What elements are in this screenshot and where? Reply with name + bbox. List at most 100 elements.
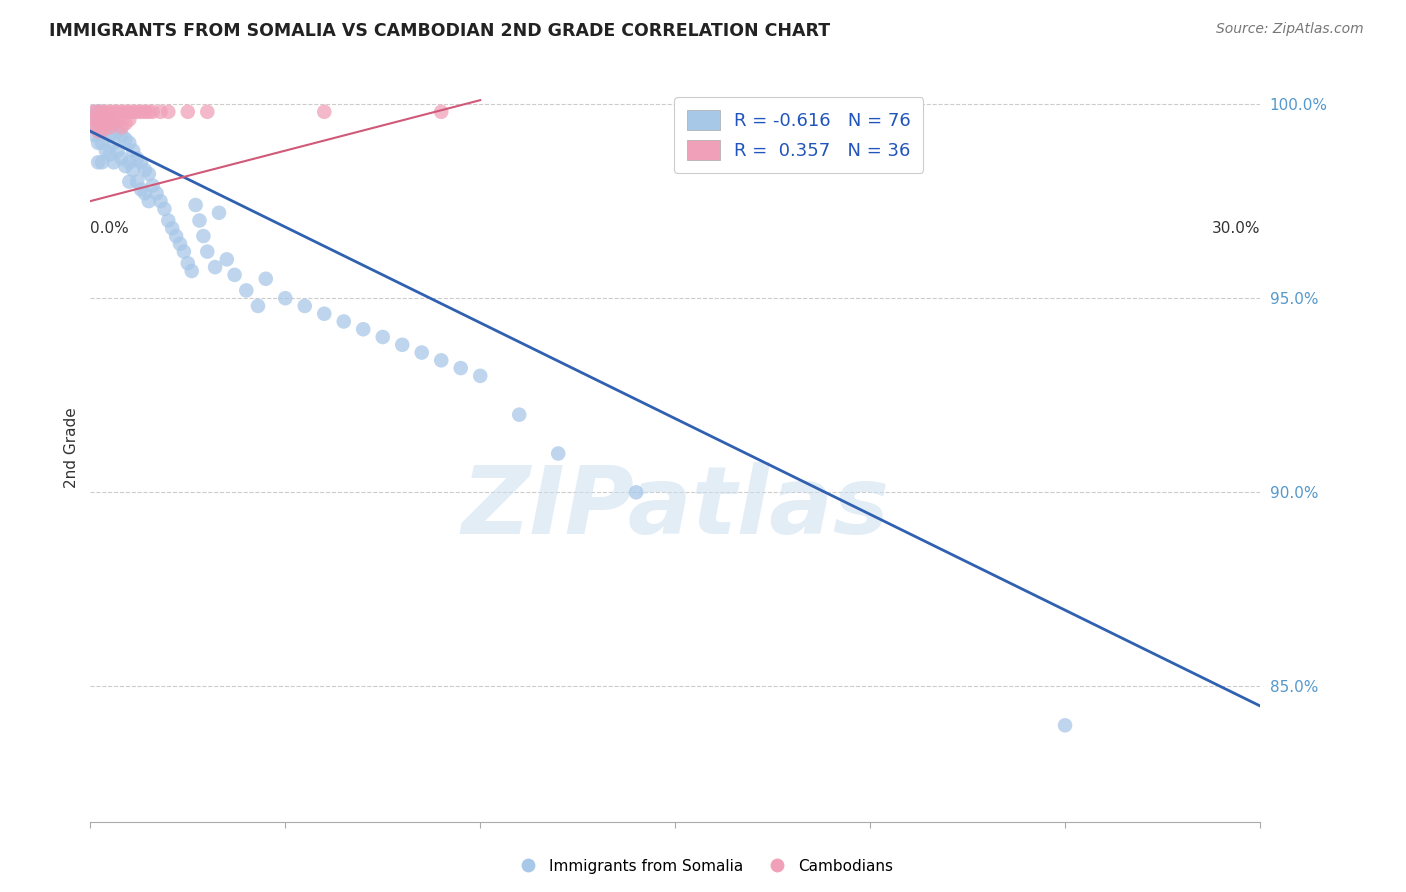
Point [118, 155, 141, 169]
Point [204, 260, 226, 274]
Point [129, 182, 152, 196]
Point [91, 116, 114, 130]
Point [134, 104, 156, 119]
Point [184, 198, 207, 212]
Point [157, 104, 180, 119]
Point [138, 194, 160, 208]
Point [177, 104, 200, 119]
Point [180, 264, 202, 278]
Text: 0.0%: 0.0% [90, 220, 129, 235]
Point [160, 221, 183, 235]
Point [107, 144, 129, 158]
Point [91, 104, 114, 119]
Point [138, 167, 160, 181]
Point [107, 124, 129, 138]
Point [142, 104, 165, 119]
Point [118, 175, 141, 189]
Point [215, 252, 238, 267]
Point [114, 132, 136, 146]
Point [430, 353, 453, 368]
Point [83, 128, 105, 142]
Point [94, 124, 117, 138]
Point [94, 116, 117, 130]
Text: ZIPatlas: ZIPatlas [461, 462, 889, 554]
Point [314, 104, 336, 119]
Point [122, 163, 145, 178]
Point [391, 338, 413, 352]
Legend: Immigrants from Somalia, Cambodians: Immigrants from Somalia, Cambodians [506, 853, 900, 880]
Point [87, 155, 110, 169]
Point [153, 202, 176, 216]
Point [103, 155, 125, 169]
Point [235, 284, 257, 298]
Point [145, 186, 167, 201]
Point [122, 104, 145, 119]
Point [157, 213, 180, 227]
Point [94, 104, 117, 119]
Point [83, 116, 105, 130]
Point [624, 485, 647, 500]
Point [98, 112, 121, 127]
Point [193, 229, 215, 244]
Point [107, 112, 129, 127]
Point [142, 178, 165, 193]
Point [149, 194, 172, 208]
Point [547, 446, 569, 460]
Point [188, 213, 211, 227]
Point [98, 147, 121, 161]
Text: IMMIGRANTS FROM SOMALIA VS CAMBODIAN 2ND GRADE CORRELATION CHART: IMMIGRANTS FROM SOMALIA VS CAMBODIAN 2ND… [49, 22, 831, 40]
Point [114, 159, 136, 173]
Point [314, 307, 336, 321]
Point [149, 104, 172, 119]
Point [91, 112, 114, 127]
Point [114, 104, 136, 119]
Point [91, 104, 114, 119]
Legend: R = -0.616   N = 76, R =  0.357   N = 36: R = -0.616 N = 76, R = 0.357 N = 36 [675, 97, 924, 173]
Point [122, 144, 145, 158]
Y-axis label: 2nd Grade: 2nd Grade [65, 408, 79, 488]
Point [138, 104, 160, 119]
Point [110, 152, 132, 166]
Point [103, 116, 125, 130]
Point [91, 155, 114, 169]
Point [411, 345, 433, 359]
Text: 30.0%: 30.0% [1212, 220, 1260, 235]
Point [254, 272, 277, 286]
Point [274, 291, 297, 305]
Point [87, 104, 110, 119]
Point [118, 112, 141, 127]
Point [94, 144, 117, 158]
Point [129, 155, 152, 169]
Point [332, 314, 354, 328]
Point [118, 104, 141, 119]
Point [134, 163, 156, 178]
Point [83, 120, 105, 135]
Point [114, 116, 136, 130]
Point [91, 136, 114, 150]
Point [450, 361, 472, 376]
Point [98, 120, 121, 135]
Point [103, 116, 125, 130]
Point [224, 268, 246, 282]
Point [98, 104, 121, 119]
Point [103, 136, 125, 150]
Point [177, 256, 200, 270]
Point [118, 136, 141, 150]
Point [83, 104, 105, 119]
Point [127, 152, 149, 166]
Point [195, 104, 218, 119]
Point [127, 104, 149, 119]
Point [83, 112, 105, 127]
Point [430, 104, 453, 119]
Point [352, 322, 374, 336]
Point [87, 124, 110, 138]
Point [87, 116, 110, 130]
Point [134, 186, 156, 201]
Point [169, 236, 191, 251]
Point [87, 112, 110, 127]
Point [91, 124, 114, 138]
Text: Source: ZipAtlas.com: Source: ZipAtlas.com [1216, 22, 1364, 37]
Point [129, 104, 152, 119]
Point [294, 299, 316, 313]
Point [127, 175, 149, 189]
